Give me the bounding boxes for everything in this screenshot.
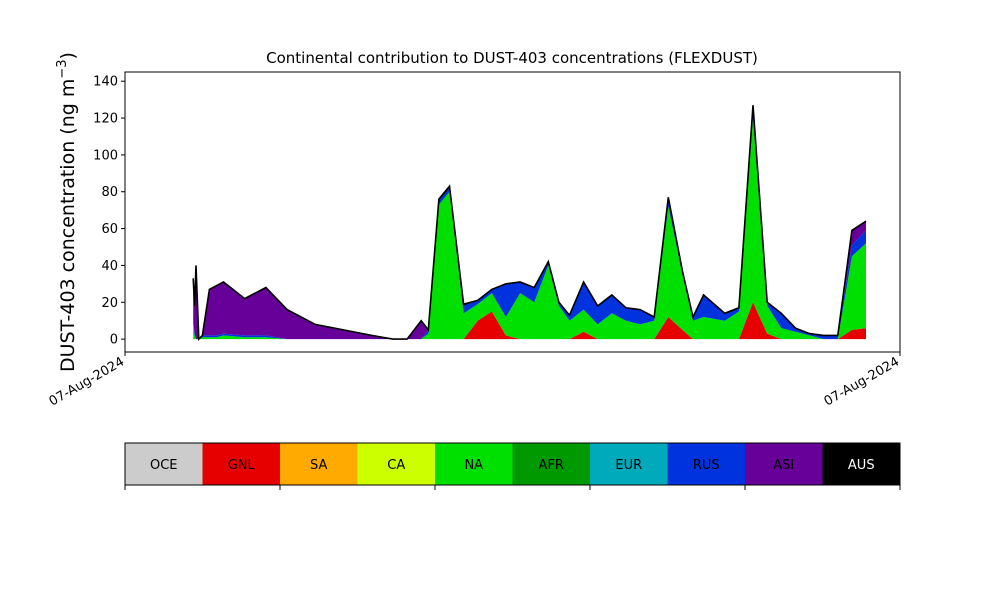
y-tick-label: 40 [101,259,118,274]
legend-swatch-sa [280,443,358,485]
legend-swatch-aus [822,443,900,485]
legend-swatch-ca [357,443,435,485]
legend-label: ASI [773,458,794,473]
total-outline [192,105,867,341]
plot-frame [124,71,901,353]
legend-label: AFR [539,458,564,473]
y-tick-label: 0 [110,333,118,348]
legend-label: SA [310,458,327,473]
y-axis: 0 20 40 60 80 100 120 140 [93,75,125,348]
y-axis-label: DUST-403 concentration (ng m−3) [55,52,79,372]
plot-area [192,105,867,341]
legend-frame [124,442,901,486]
legend-label: OCE [150,458,178,473]
legend-label: RUS [693,458,720,473]
legend-swatch-oce [125,443,203,485]
x-tick-label: 07-Aug-2024 [822,354,902,409]
legend: OCE GNL SA CA NA AFR EUR RUS ASI AUS [124,442,901,490]
area-asi [193,110,866,340]
y-tick-label: 140 [93,75,118,90]
y-tick-label: 60 [101,222,118,237]
legend-label: AUS [848,458,875,473]
legend-swatch-asi [745,443,823,485]
legend-label: NA [464,458,483,473]
x-axis: 07-Aug-2024 07-Aug-2024 [47,352,902,410]
area-na [193,118,866,340]
legend-label: CA [387,458,405,473]
legend-swatch-gnl [202,443,280,485]
y-tick-label: 80 [101,185,118,200]
legend-swatch-afr [512,443,590,485]
legend-swatch-eur [590,443,668,485]
chart-title: Continental contribution to DUST-403 con… [266,49,758,67]
legend-swatch-rus [667,443,745,485]
y-tick-label: 120 [93,112,118,127]
legend-swatch-na [435,443,513,485]
y-tick-label: 100 [93,148,118,163]
area-rus [193,110,866,340]
y-tick-label: 20 [101,296,118,311]
legend-label: GNL [228,458,256,473]
legend-label: EUR [615,458,642,473]
